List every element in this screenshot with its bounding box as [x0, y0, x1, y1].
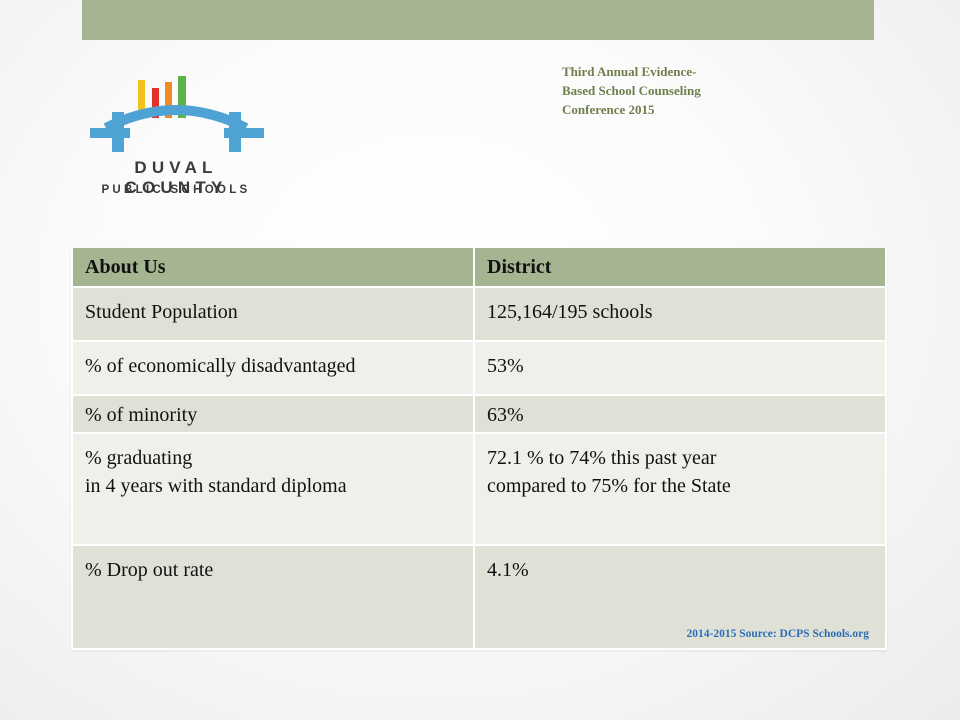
table-cell-value: 53% — [473, 341, 887, 396]
table-row: % of minority 63% — [71, 395, 887, 434]
table-cell-value: 125,164/195 schools — [473, 287, 887, 342]
cell-text: 63% — [487, 404, 524, 426]
cell-text: 125,164/195 schools — [487, 301, 653, 323]
column-header-about-us: About Us — [71, 248, 475, 288]
table-cell-label: Student Population — [71, 287, 475, 342]
duval-county-logo: DUVAL COUNTY PUBLIC SCHOOLS — [84, 74, 284, 204]
table-header-row: About Us District — [71, 248, 887, 288]
table-cell-value: 72.1 % to 74% this past year compared to… — [473, 433, 887, 546]
cell-text: % Drop out rate — [85, 559, 214, 581]
column-header-district: District — [473, 248, 887, 288]
table-cell-label: % graduating in 4 years with standard di… — [71, 433, 475, 546]
logo-bridge-icon — [90, 76, 264, 152]
logo-text-line1: DUVAL COUNTY — [124, 158, 228, 197]
cell-text: Student Population — [85, 301, 238, 323]
cell-text: % of minority — [85, 404, 198, 426]
source-note: 2014-2015 Source: DCPS Schools.org — [686, 628, 869, 640]
district-facts-table: About Us District Student Population 125… — [71, 248, 887, 650]
cell-text: 72.1 % to 74% this past year compared to… — [487, 447, 731, 497]
table-row: % graduating in 4 years with standard di… — [71, 433, 887, 546]
cell-text: % of economically disadvantaged — [85, 355, 356, 377]
table-cell-value: 63% — [473, 395, 887, 434]
table-row: % of economically disadvantaged 53% — [71, 341, 887, 396]
table-cell-value: 4.1% 2014-2015 Source: DCPS Schools.org — [473, 545, 887, 650]
logo-text-line2: PUBLIC SCHOOLS — [101, 184, 251, 196]
table-cell-label: % Drop out rate — [71, 545, 475, 650]
cell-text: 4.1% — [487, 559, 529, 581]
table-cell-label: % of economically disadvantaged — [71, 341, 475, 396]
cell-text: % graduating in 4 years with standard di… — [85, 447, 347, 497]
conference-title: Third Annual Evidence- Based School Coun… — [562, 64, 701, 117]
table-row: % Drop out rate 4.1% 2014-2015 Source: D… — [71, 545, 887, 650]
table-row: Student Population 125,164/195 schools — [71, 287, 887, 342]
cell-text: 53% — [487, 355, 524, 377]
table-cell-label: % of minority — [71, 395, 475, 434]
top-accent-bar — [82, 0, 874, 40]
